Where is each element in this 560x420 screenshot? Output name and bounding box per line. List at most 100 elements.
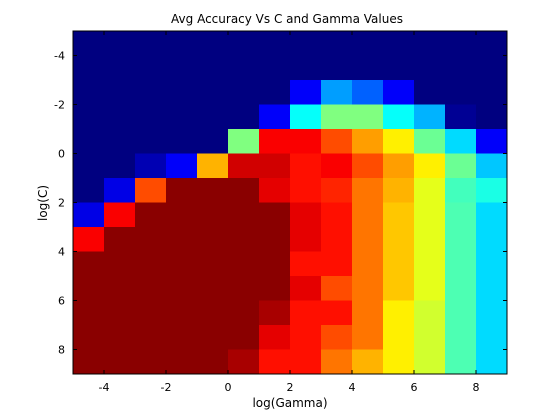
heatmap-cell	[321, 31, 353, 56]
y-tick-label: -4	[54, 50, 65, 63]
heatmap-cell	[476, 300, 508, 326]
heatmap-cell	[73, 251, 105, 277]
x-tick-label: -4	[99, 381, 110, 394]
heatmap-cell	[104, 227, 136, 252]
heatmap-cell	[476, 202, 508, 228]
heatmap-cell	[414, 251, 446, 277]
heatmap-cell	[445, 104, 477, 130]
heatmap-cell	[383, 227, 415, 252]
heatmap-cell	[259, 80, 291, 105]
heatmap-cell	[228, 153, 260, 179]
heatmap-cell	[228, 227, 260, 252]
heatmap-cell	[352, 300, 384, 326]
heatmap-cell	[135, 104, 167, 130]
heatmap-cell	[476, 55, 508, 81]
heatmap-cell	[352, 129, 384, 154]
heatmap-cell	[73, 31, 105, 56]
heatmap-cell	[414, 80, 446, 105]
heatmap-cell	[476, 251, 508, 277]
heatmap-cell	[166, 153, 198, 179]
heatmap-cell	[166, 276, 198, 301]
heatmap-cell	[383, 178, 415, 203]
y-axis: -4 -2 0 2 4 6 8	[54, 50, 507, 357]
heatmap-cell	[352, 325, 384, 350]
heatmap-cell	[135, 31, 167, 56]
heatmap-cell	[166, 104, 198, 130]
heatmap-cell	[104, 129, 136, 154]
heatmap-cell	[290, 251, 322, 277]
heatmap-cell	[73, 300, 105, 326]
heatmap-cell	[166, 227, 198, 252]
heatmap-cell	[73, 129, 105, 154]
heatmap-cell	[259, 153, 291, 179]
heatmap-cell	[135, 55, 167, 81]
heatmap-cell	[259, 31, 291, 56]
y-tick-label: 2	[58, 197, 65, 210]
heatmap-cell	[197, 202, 229, 228]
heatmap-cell	[414, 227, 446, 252]
heatmap-cell	[383, 104, 415, 130]
heatmap-cells	[73, 31, 508, 375]
heatmap-cell	[352, 55, 384, 81]
heatmap-cell	[197, 349, 229, 375]
heatmap-cell	[197, 153, 229, 179]
heatmap-cell	[476, 104, 508, 130]
heatmap-cell	[228, 300, 260, 326]
heatmap-cell	[135, 80, 167, 105]
heatmap-cell	[321, 251, 353, 277]
heatmap-cell	[166, 31, 198, 56]
heatmap-cell	[104, 276, 136, 301]
heatmap-cell	[383, 325, 415, 350]
heatmap-cell	[445, 129, 477, 154]
heatmap-cell	[383, 251, 415, 277]
heatmap-cell	[290, 349, 322, 375]
heatmap-cell	[166, 251, 198, 277]
heatmap-cell	[73, 227, 105, 252]
heatmap-cell	[414, 178, 446, 203]
heatmap-cell	[321, 276, 353, 301]
heatmap-cell	[321, 325, 353, 350]
heatmap-cell	[259, 349, 291, 375]
heatmap-cell	[445, 325, 477, 350]
heatmap-cell	[73, 349, 105, 375]
heatmap-cell	[135, 153, 167, 179]
heatmap-cell	[135, 202, 167, 228]
heatmap-cell	[476, 129, 508, 154]
heatmap-cell	[352, 31, 384, 56]
heatmap-cell	[228, 31, 260, 56]
heatmap-cell	[290, 325, 322, 350]
heatmap-cell	[73, 202, 105, 228]
heatmap-cell	[476, 31, 508, 56]
heatmap-cell	[135, 129, 167, 154]
heatmap-cell	[228, 55, 260, 81]
heatmap-cell	[197, 251, 229, 277]
heatmap-cell	[228, 325, 260, 350]
y-axis-label: log(C)	[36, 185, 50, 221]
heatmap-cell	[73, 325, 105, 350]
heatmap-cell	[414, 104, 446, 130]
heatmap-cell	[197, 55, 229, 81]
heatmap-cell	[476, 80, 508, 105]
heatmap-cell	[228, 104, 260, 130]
heatmap-cell	[228, 276, 260, 301]
heatmap-cell	[290, 80, 322, 105]
heatmap-cell	[352, 227, 384, 252]
heatmap-cell	[259, 202, 291, 228]
heatmap-cell	[290, 129, 322, 154]
heatmap-cell	[321, 227, 353, 252]
heatmap-cell	[197, 276, 229, 301]
heatmap-cell	[259, 55, 291, 81]
heatmap-cell	[352, 104, 384, 130]
heatmap-cell	[259, 104, 291, 130]
heatmap-cell	[197, 31, 229, 56]
heatmap-cell	[414, 325, 446, 350]
heatmap-cell	[228, 129, 260, 154]
x-axis: -4 -2 0 2 4 6 8	[99, 31, 480, 394]
heatmap-cell	[352, 251, 384, 277]
heatmap-cell	[445, 153, 477, 179]
heatmap-cell	[445, 178, 477, 203]
heatmap-cell	[135, 251, 167, 277]
heatmap-cell	[290, 276, 322, 301]
heatmap-cell	[73, 276, 105, 301]
heatmap-cell	[197, 227, 229, 252]
